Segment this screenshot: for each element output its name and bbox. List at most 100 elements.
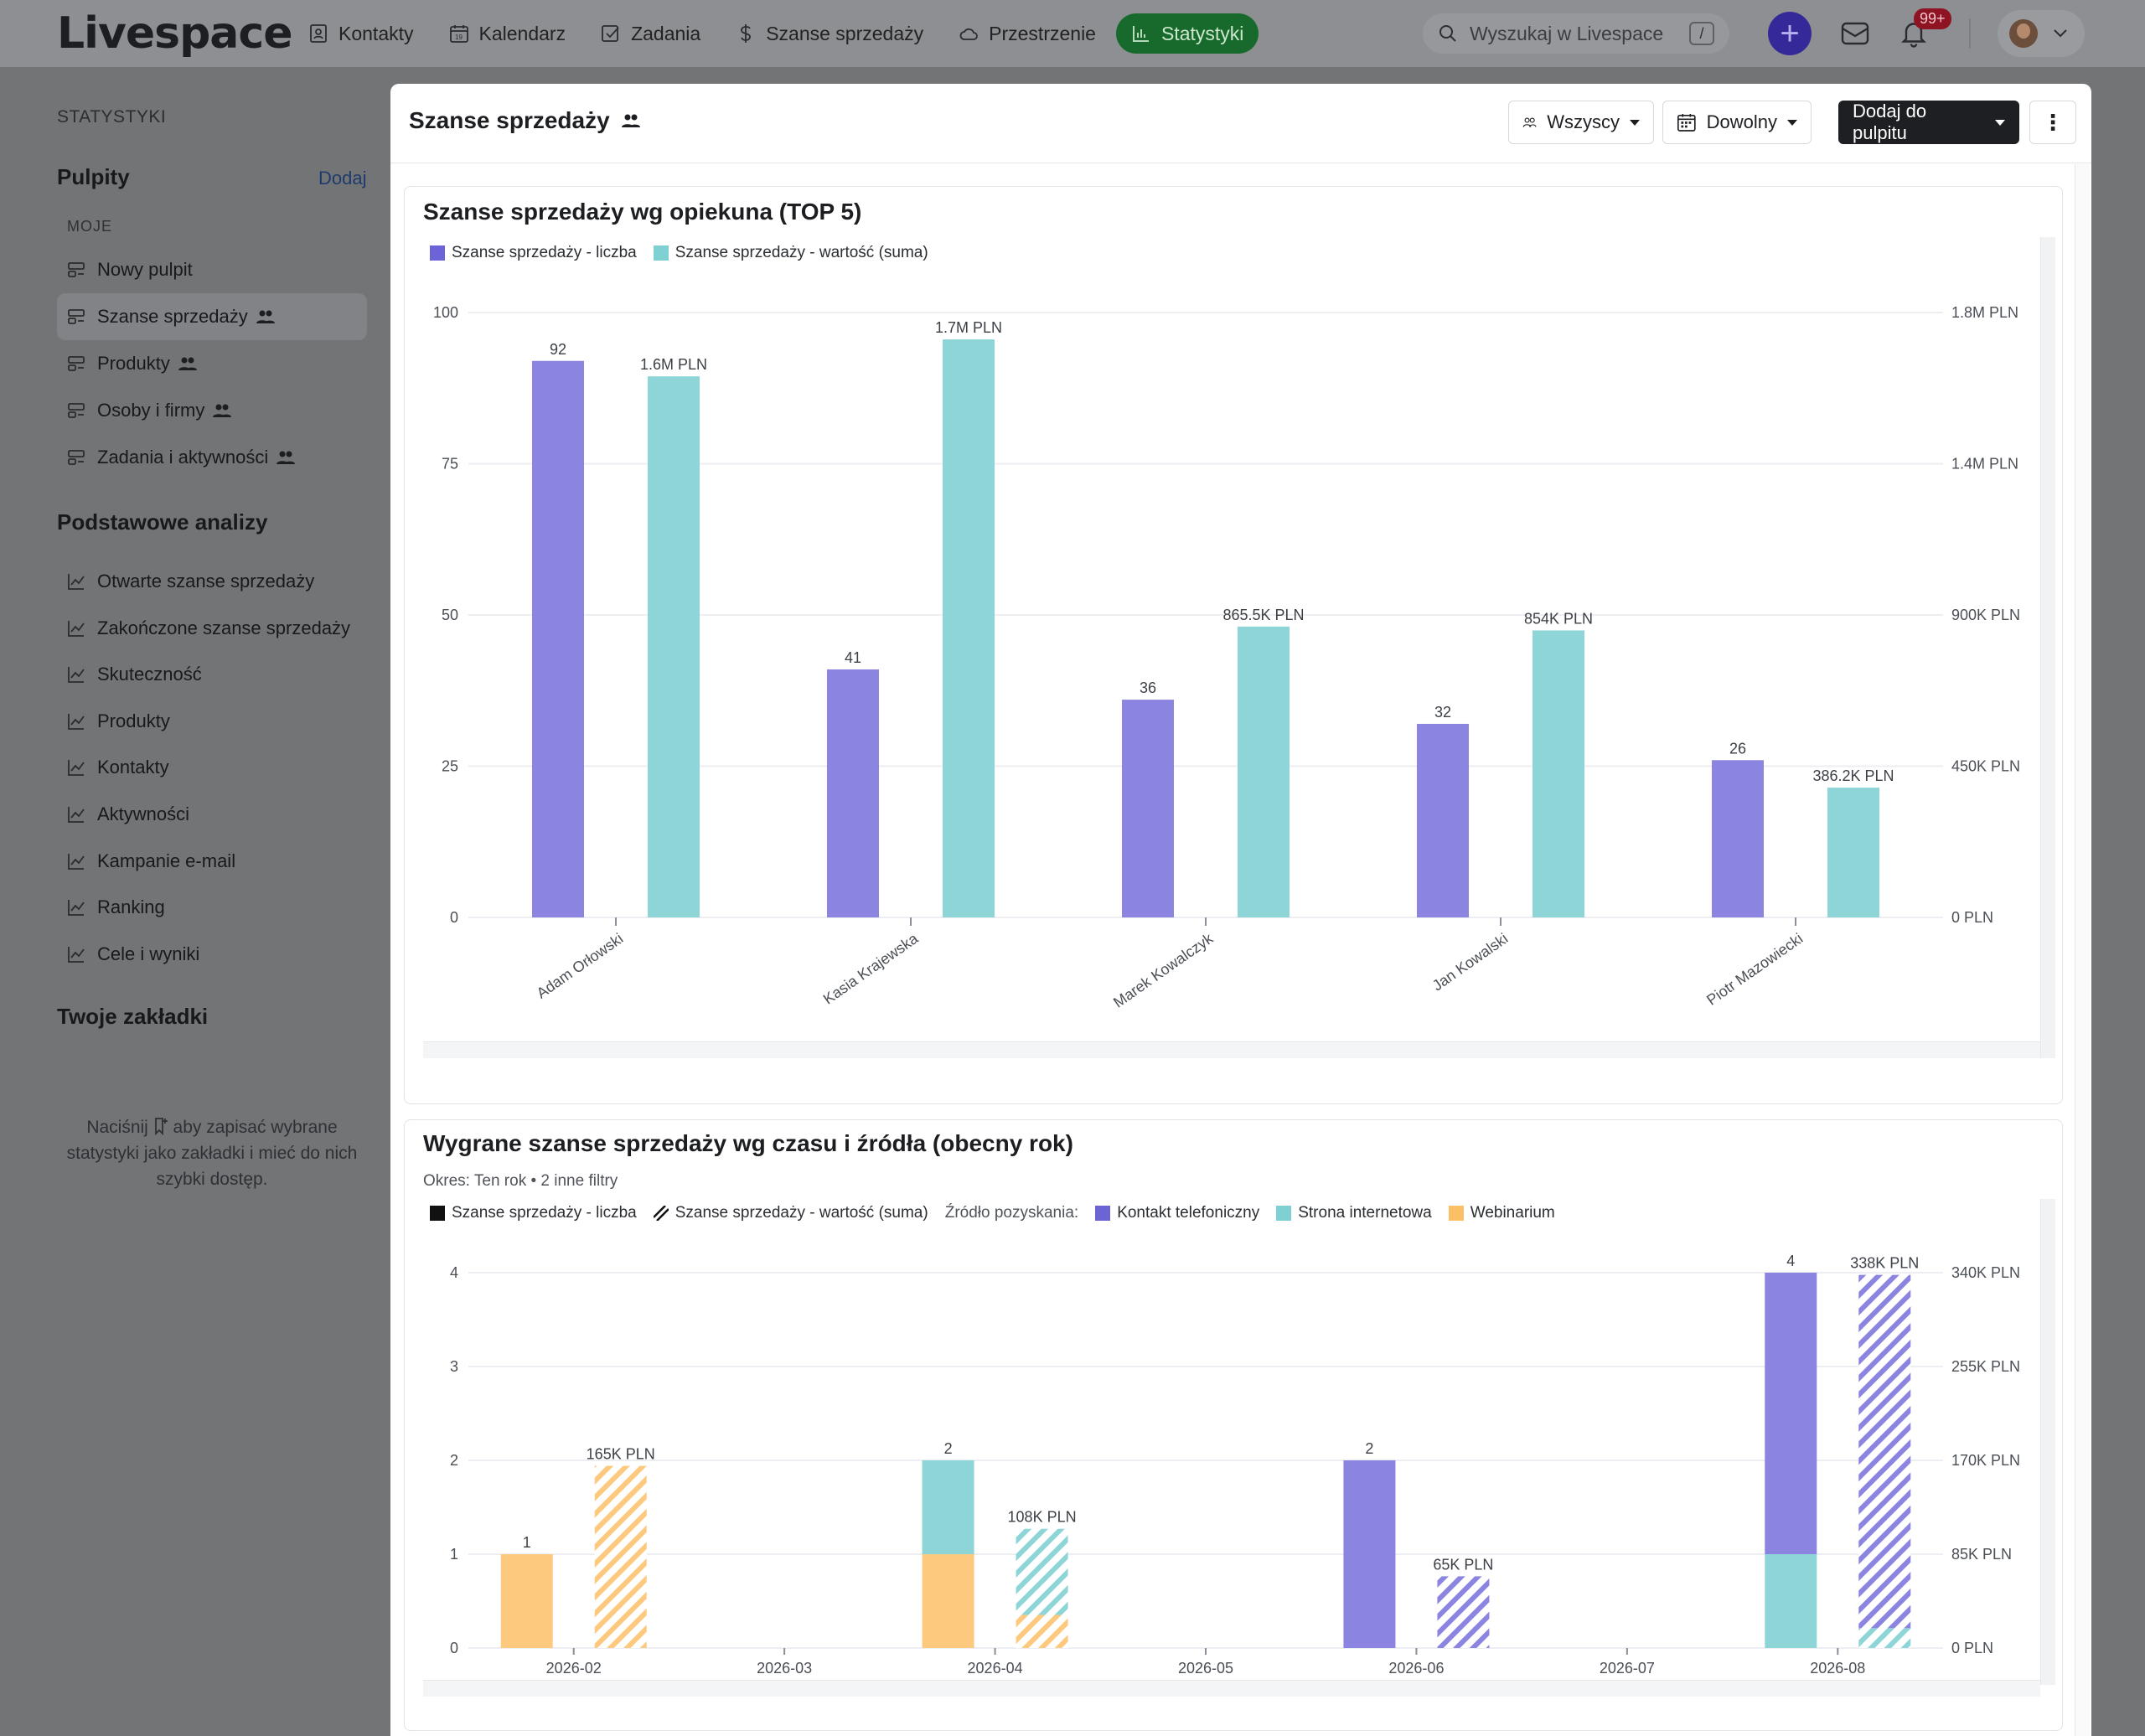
analysis-item[interactable]: Skuteczność: [57, 651, 367, 698]
data-label-count: 36: [1140, 679, 1156, 696]
chart-legend: Szanse sprzedaży - liczba Szanse sprzeda…: [430, 244, 928, 262]
chart-legend: Szanse sprzedaży - liczba Szanse sprzeda…: [430, 1204, 1555, 1222]
analysis-item[interactable]: Kontakty: [57, 744, 367, 791]
chevron-down-icon: [2054, 29, 2067, 38]
data-label-value: 165K PLN: [587, 1446, 655, 1463]
y-tick-label-left: 4: [450, 1264, 458, 1281]
bar-count: [827, 669, 879, 917]
other-filters-info[interactable]: 2 inne filtry: [540, 1172, 618, 1190]
analysis-item[interactable]: Aktywności: [57, 791, 367, 838]
legend-swatch-hatched: [653, 1206, 669, 1221]
legend-label: Szanse sprzedaży - liczba: [452, 1204, 637, 1222]
nav-zadania[interactable]: Zadania: [586, 13, 716, 54]
y-tick-label-right: 85K PLN: [1951, 1546, 2012, 1563]
won-deals-chart: 0 0 PLN 1 85K PLN 2 170K PLN 3 255K PLN 4 340K PL…: [450, 1253, 2020, 1677]
dashboard-label: Zadania i aktywności: [97, 447, 269, 468]
nav-statystyki[interactable]: Statystyki: [1115, 13, 1259, 54]
dashboard-label: Produkty: [97, 353, 170, 374]
chart-card-won-deals: Wygrane szanse sprzedaży wg czasu i źród…: [404, 1119, 2063, 1731]
chart-hscrollbar[interactable]: [423, 1680, 2040, 1697]
livespace-logo[interactable]: Livespace: [57, 8, 292, 59]
caret-down-icon: [1995, 119, 2005, 126]
user-menu[interactable]: [1998, 10, 2085, 57]
panel-scrollbar[interactable]: [2075, 164, 2090, 1736]
mail-icon[interactable]: [1840, 18, 1870, 49]
line-chart-icon: [68, 713, 85, 730]
nav-kontakty[interactable]: Kontakty: [293, 13, 429, 54]
y-tick-label-right: 340K PLN: [1951, 1264, 2020, 1281]
users-icon: [1522, 117, 1537, 127]
analysis-item[interactable]: Kampanie e-mail: [57, 838, 367, 885]
chart-scrollbar[interactable]: [2040, 1199, 2055, 1685]
dashboard-icon: [68, 403, 85, 418]
line-chart-icon: [68, 946, 85, 963]
y-tick-label-left: 75: [442, 456, 458, 473]
y-tick-label-left: 25: [442, 758, 458, 775]
data-label-value: 854K PLN: [1524, 610, 1593, 627]
search-input[interactable]: Wyszukaj w Livespace /: [1423, 13, 1729, 54]
bar-value: [1827, 788, 1879, 917]
notifications-badge: 99+: [1914, 8, 1951, 29]
analysis-item[interactable]: Otwarte szanse sprzedaży: [57, 558, 367, 605]
dashboard-item[interactable]: Produkty: [57, 340, 367, 387]
period-filter-button[interactable]: Dowolny: [1662, 101, 1812, 144]
analysis-item[interactable]: Cele i wyniki: [57, 931, 367, 978]
dashboard-icon: [68, 262, 85, 277]
analysis-item[interactable]: Ranking: [57, 884, 367, 931]
chart-scrollbar[interactable]: [2040, 237, 2055, 1058]
bookmarks-heading: Twoje zakładki: [57, 1004, 209, 1029]
dashboard-item[interactable]: Osoby i firmy: [57, 387, 367, 434]
x-tick-label: Adam Orłowski: [534, 930, 627, 1002]
people-filter-button[interactable]: Wszyscy: [1508, 101, 1654, 144]
add-dashboard-link[interactable]: Dodaj: [318, 168, 367, 189]
y-tick-label-right: 0 PLN: [1951, 909, 1993, 926]
analysis-item[interactable]: Produkty: [57, 698, 367, 745]
dashboard-item[interactable]: Nowy pulpit: [57, 246, 367, 293]
bar-value-segment: [1016, 1615, 1068, 1648]
bar-count: [1417, 723, 1469, 917]
dashboard-icon: [68, 356, 85, 371]
legend-item[interactable]: Szanse sprzedaży - wartość (suma): [653, 1204, 928, 1222]
create-button[interactable]: +: [1768, 12, 1812, 55]
bar-value-segment: [1858, 1274, 1911, 1629]
legend-item[interactable]: Szanse sprzedaży - liczba: [430, 244, 637, 262]
more-options-button[interactable]: ⋮: [2029, 101, 2076, 144]
team-icon: [277, 451, 296, 464]
dashboard-item[interactable]: Zadania i aktywności: [57, 434, 367, 481]
legend-item[interactable]: Kontakt telefoniczny: [1095, 1204, 1259, 1222]
nav-label: Zadania: [631, 22, 701, 44]
add-to-dashboard-button[interactable]: Dodaj do pulpitu: [1838, 101, 2019, 144]
bookmarks-note: Naciśnij aby zapisać wybrane statystyki …: [57, 1114, 367, 1192]
legend-item[interactable]: Strona internetowa: [1276, 1204, 1432, 1222]
legend-swatch: [1276, 1206, 1292, 1221]
calendar-icon: [1677, 114, 1696, 132]
nav-kalendarz[interactable]: 19 Kalendarz: [434, 13, 581, 54]
chart-title: Szanse sprzedaży wg opiekuna (TOP 5): [423, 199, 862, 225]
legend-source-label: Źródło pozyskania:: [945, 1204, 1078, 1222]
subtitle-dot: •: [530, 1172, 541, 1190]
x-tick-label: Jan Kowalski: [1429, 930, 1512, 995]
chart-hscrollbar[interactable]: [423, 1041, 2040, 1058]
x-tick-label: 2026-08: [1810, 1660, 1865, 1677]
nav-przestrzenie[interactable]: Przestrzenie: [943, 13, 1111, 54]
team-icon: [213, 404, 232, 417]
x-tick-label: Kasia Krajewska: [820, 929, 922, 1007]
avatar: [2009, 19, 2038, 48]
legend-item[interactable]: Szanse sprzedaży - wartość (suma): [653, 244, 928, 262]
x-tick-label: Piotr Mazowiecki: [1703, 930, 1806, 1009]
line-chart-icon: [68, 667, 85, 684]
sidebar-section-label: STATYSTYKI: [57, 107, 167, 127]
y-tick-label-right: 450K PLN: [1951, 758, 2020, 775]
nav-szanse-sprzedazy[interactable]: Szanse sprzedaży: [721, 13, 938, 54]
team-icon: [178, 357, 197, 370]
legend-swatch: [653, 245, 669, 261]
legend-item[interactable]: Webinarium: [1448, 1204, 1555, 1222]
data-label-value: 338K PLN: [1850, 1255, 1919, 1272]
dashboard-item-active[interactable]: Szanse sprzedaży: [57, 293, 367, 340]
data-label-count: 1: [523, 1534, 531, 1551]
analysis-label: Otwarte szanse sprzedaży: [97, 571, 315, 592]
kebab-icon: ⋮: [2042, 109, 2064, 135]
legend-item[interactable]: Szanse sprzedaży - liczba: [430, 1204, 637, 1222]
analysis-item[interactable]: Zakończone szanse sprzedaży: [57, 605, 367, 652]
legend-label: Szanse sprzedaży - liczba: [452, 244, 637, 261]
